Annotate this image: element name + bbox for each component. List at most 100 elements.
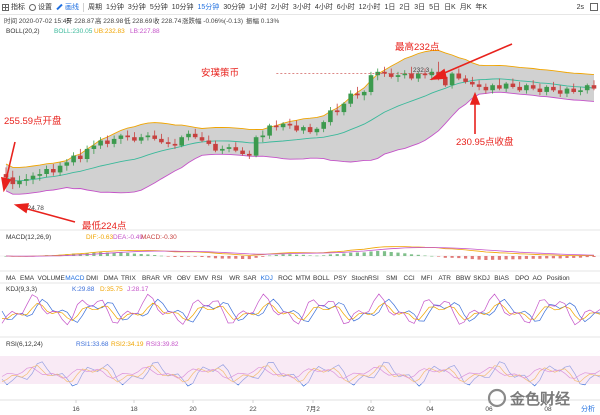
period-11[interactable]: 6小时 <box>336 4 355 11</box>
macd-bar <box>585 256 589 258</box>
macd-legend: MACD(12,26,9) DIF:-0.63 DEA:-0.49 MACD:-… <box>6 234 177 241</box>
candle <box>172 138 178 149</box>
indicator-tab[interactable]: StochRSI <box>351 275 379 282</box>
open-arrow <box>5 141 16 181</box>
indicator-tab[interactable]: DPO <box>515 275 529 282</box>
macd-bar <box>322 255 326 256</box>
candle <box>334 103 340 116</box>
period-4[interactable]: 10分钟 <box>171 4 194 11</box>
candle <box>551 81 556 92</box>
indicator-tab[interactable]: MACD <box>65 275 84 282</box>
indicator-tab[interactable]: AO <box>533 275 542 282</box>
candle <box>206 135 212 146</box>
period-5[interactable]: 15分钟 <box>197 4 220 11</box>
refresh-interval[interactable]: 2s <box>576 3 584 11</box>
watermark: 金色财经 <box>487 388 570 408</box>
indicator-tab[interactable]: BOLL <box>313 275 330 282</box>
indicator-tab[interactable]: MFI <box>421 275 432 282</box>
candle-body <box>145 135 151 138</box>
indicator-tab[interactable]: ROC <box>278 275 293 282</box>
candle <box>388 68 394 79</box>
indicator-tab[interactable]: KDJ <box>261 275 273 282</box>
period-13[interactable]: 1日 <box>384 4 396 11</box>
period-3[interactable]: 5分钟 <box>149 4 168 11</box>
x-tick-label: 06 <box>485 406 493 413</box>
low-arrow <box>23 207 76 223</box>
period-9[interactable]: 3小时 <box>292 4 311 11</box>
candle <box>584 83 590 94</box>
x-tick-label: 04 <box>426 406 434 413</box>
settings-label: 设置 <box>38 4 52 11</box>
candle <box>537 83 543 96</box>
candle-body <box>165 142 171 144</box>
x-tick-label: 02 <box>367 406 375 413</box>
gear-icon <box>29 3 36 11</box>
period-2[interactable]: 3分钟 <box>127 4 146 11</box>
indicator-tab[interactable]: SKDJ <box>473 275 490 282</box>
indicator-tab[interactable]: Position <box>547 275 571 282</box>
indicator-tab[interactable]: VOLUME <box>37 275 65 282</box>
candle-body <box>213 143 218 151</box>
macd-bar <box>443 256 447 258</box>
candle <box>220 145 225 154</box>
candle-body <box>253 137 259 156</box>
indicator-tab[interactable]: SMI <box>386 275 398 282</box>
candle-body <box>551 86 556 91</box>
indicator-tab[interactable]: MA <box>6 275 16 282</box>
period-1[interactable]: 1分钟 <box>106 4 124 11</box>
macd-bar <box>254 256 258 258</box>
candle-body <box>247 153 252 156</box>
indicator-tab[interactable]: MTM <box>296 275 311 282</box>
indicator-tab[interactable]: SAR <box>243 275 257 282</box>
period-16[interactable]: 5日 <box>429 4 441 11</box>
indicator-tab[interactable]: DMA <box>104 275 119 282</box>
macd-bar <box>403 253 407 256</box>
period-6[interactable]: 30分钟 <box>223 4 246 11</box>
macd-bar <box>274 254 278 256</box>
indicator-tab[interactable]: DMI <box>86 275 98 282</box>
settings-button[interactable]: 设置 <box>27 0 54 14</box>
macd-bar <box>578 256 583 258</box>
indicator-tab[interactable]: VR <box>163 275 172 282</box>
rsi-range-band <box>0 356 600 384</box>
candle <box>226 143 232 153</box>
candle <box>301 125 306 134</box>
indicator-tab[interactable]: CCI <box>404 275 415 282</box>
candle <box>280 122 286 131</box>
macd-bar <box>315 255 319 257</box>
info-close: 收 228.74 <box>153 16 182 25</box>
period-17[interactable]: 日K <box>444 4 456 11</box>
indicator-tab[interactable]: PSY <box>334 275 348 282</box>
macd-bar <box>592 256 596 257</box>
rsi-pane <box>0 356 600 387</box>
indicator-tab[interactable]: WR <box>229 275 240 282</box>
macd-bar <box>288 254 292 256</box>
indicator-tab[interactable]: TRIX <box>121 275 136 282</box>
indicator-tab[interactable]: ATR <box>438 275 451 282</box>
candle-body <box>301 127 306 131</box>
candle <box>260 130 266 143</box>
candles <box>3 61 597 190</box>
indicator-button[interactable]: 指标 <box>0 0 27 14</box>
indicator-tab[interactable]: OBV <box>177 275 191 282</box>
period-15[interactable]: 3日 <box>414 4 426 11</box>
x-tick-label: 08 <box>544 406 552 413</box>
indicator-tab[interactable]: EMV <box>194 275 209 282</box>
period-12[interactable]: 12小时 <box>358 4 381 11</box>
period-18[interactable]: 月K <box>459 4 472 11</box>
draw-line-button[interactable]: 画线 <box>54 0 81 14</box>
indicator-tabs[interactable]: MA EMA VOLUME MACD DMI DMA TRIX BRAR VR OBV EMV RSI… <box>6 275 570 282</box>
period-19[interactable]: 年K <box>475 4 488 11</box>
period-14[interactable]: 2日 <box>399 4 411 11</box>
indicator-tab[interactable]: BBW <box>456 275 472 282</box>
indicator-tab[interactable]: BRAR <box>142 275 160 282</box>
period-8[interactable]: 2小时 <box>271 4 289 11</box>
indicator-tab[interactable]: RSI <box>212 275 223 282</box>
period-10[interactable]: 4小时 <box>314 4 333 11</box>
indicator-tab[interactable]: EMA <box>20 275 35 282</box>
indicator-tab[interactable]: BIAS <box>494 275 509 282</box>
fullscreen-icon[interactable] <box>590 3 598 11</box>
corner-analysis-link[interactable]: 分析 <box>581 404 595 413</box>
period-7[interactable]: 1小时 <box>249 4 268 11</box>
